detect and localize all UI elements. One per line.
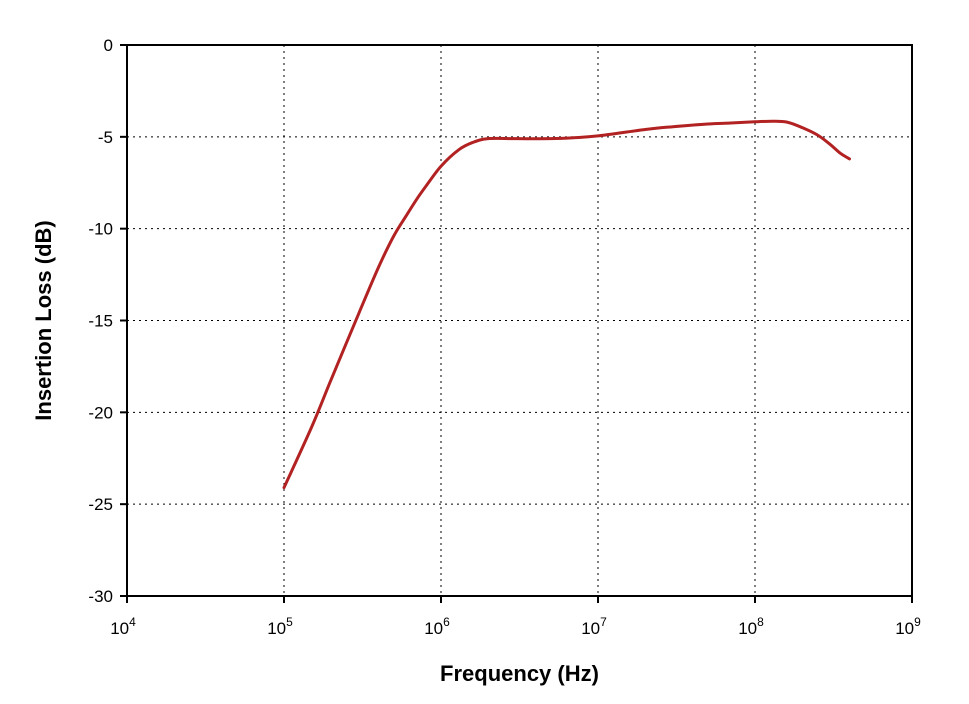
y-tick-label: -30 bbox=[88, 587, 113, 606]
x-tick-label: 107 bbox=[581, 615, 607, 638]
x-tick-label: 109 bbox=[895, 615, 921, 638]
x-tick-label: 105 bbox=[267, 615, 293, 638]
y-tick-label: -20 bbox=[88, 403, 113, 422]
x-tick-labels: 104 105 106 107 108 109 bbox=[110, 615, 921, 638]
x-tick-label: 108 bbox=[738, 615, 764, 638]
x-axis-title: Frequency (Hz) bbox=[440, 661, 599, 686]
y-axis-title: Insertion Loss (dB) bbox=[31, 220, 56, 420]
y-tick-label: 0 bbox=[104, 36, 113, 55]
series-line bbox=[282, 119, 852, 490]
grid bbox=[127, 45, 912, 596]
y-tick-label: -10 bbox=[88, 220, 113, 239]
x-tick-label: 106 bbox=[424, 615, 450, 638]
y-tick-label: -25 bbox=[88, 495, 113, 514]
x-tick-label: 104 bbox=[110, 615, 136, 638]
y-tick-labels: 0 -5 -10 -15 -20 -25 -30 bbox=[88, 36, 113, 606]
y-tick-label: -5 bbox=[98, 128, 113, 147]
series-layer bbox=[282, 119, 852, 490]
axis-ticks bbox=[120, 44, 913, 603]
y-tick-label: -15 bbox=[88, 312, 113, 331]
